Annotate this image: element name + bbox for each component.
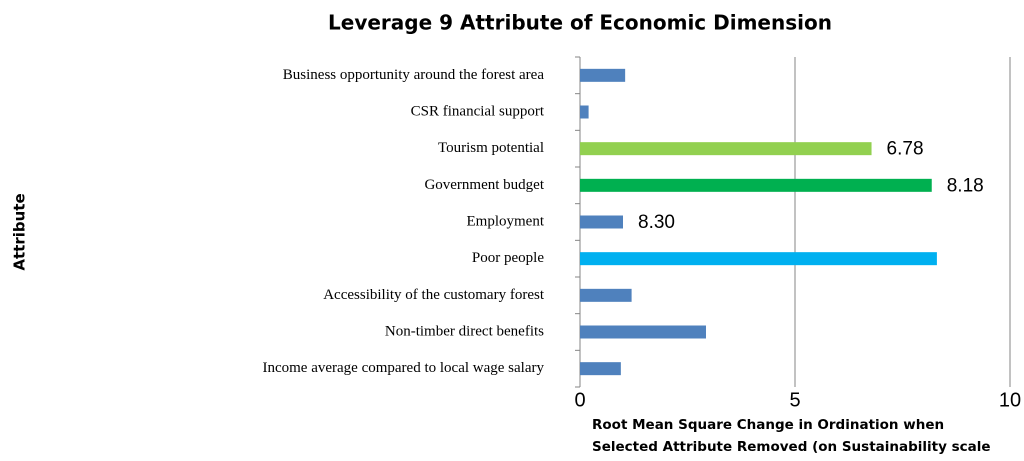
value-label: 6.78: [887, 139, 924, 160]
y-tick-label: CSR financial support: [411, 103, 545, 119]
bar: [580, 252, 937, 266]
bar: [580, 68, 626, 82]
y-tick-label: Income average compared to local wage sa…: [262, 360, 544, 376]
value-label: 8.18: [947, 175, 984, 196]
chart-title: Leverage 9 Attribute of Economic Dimensi…: [328, 11, 832, 35]
value-label: 8.30: [638, 212, 675, 233]
y-tick-label: Business opportunity around the forest a…: [283, 67, 545, 83]
bar: [580, 325, 706, 339]
bar: [580, 105, 589, 119]
y-tick-label: Tourism potential: [438, 140, 544, 156]
bar: [580, 215, 623, 229]
x-tick-label: 0: [574, 389, 585, 411]
y-tick-label: Employment: [467, 213, 545, 229]
bar: [580, 288, 632, 302]
x-tick-label: 10: [999, 389, 1021, 411]
y-tick-label: Government budget: [424, 177, 544, 193]
bar: [580, 142, 872, 156]
y-axis-label: Attribute: [11, 193, 29, 270]
x-tick-label: 5: [789, 389, 800, 411]
bar: [580, 362, 621, 376]
y-tick-label: Non-timber direct benefits: [385, 323, 544, 339]
y-tick-label: Accessibility of the customary forest: [323, 287, 545, 303]
y-tick-label: Poor people: [472, 250, 544, 266]
x-axis-label: Root Mean Square Change in Ordination wh…: [592, 417, 991, 455]
bar: [580, 178, 932, 192]
